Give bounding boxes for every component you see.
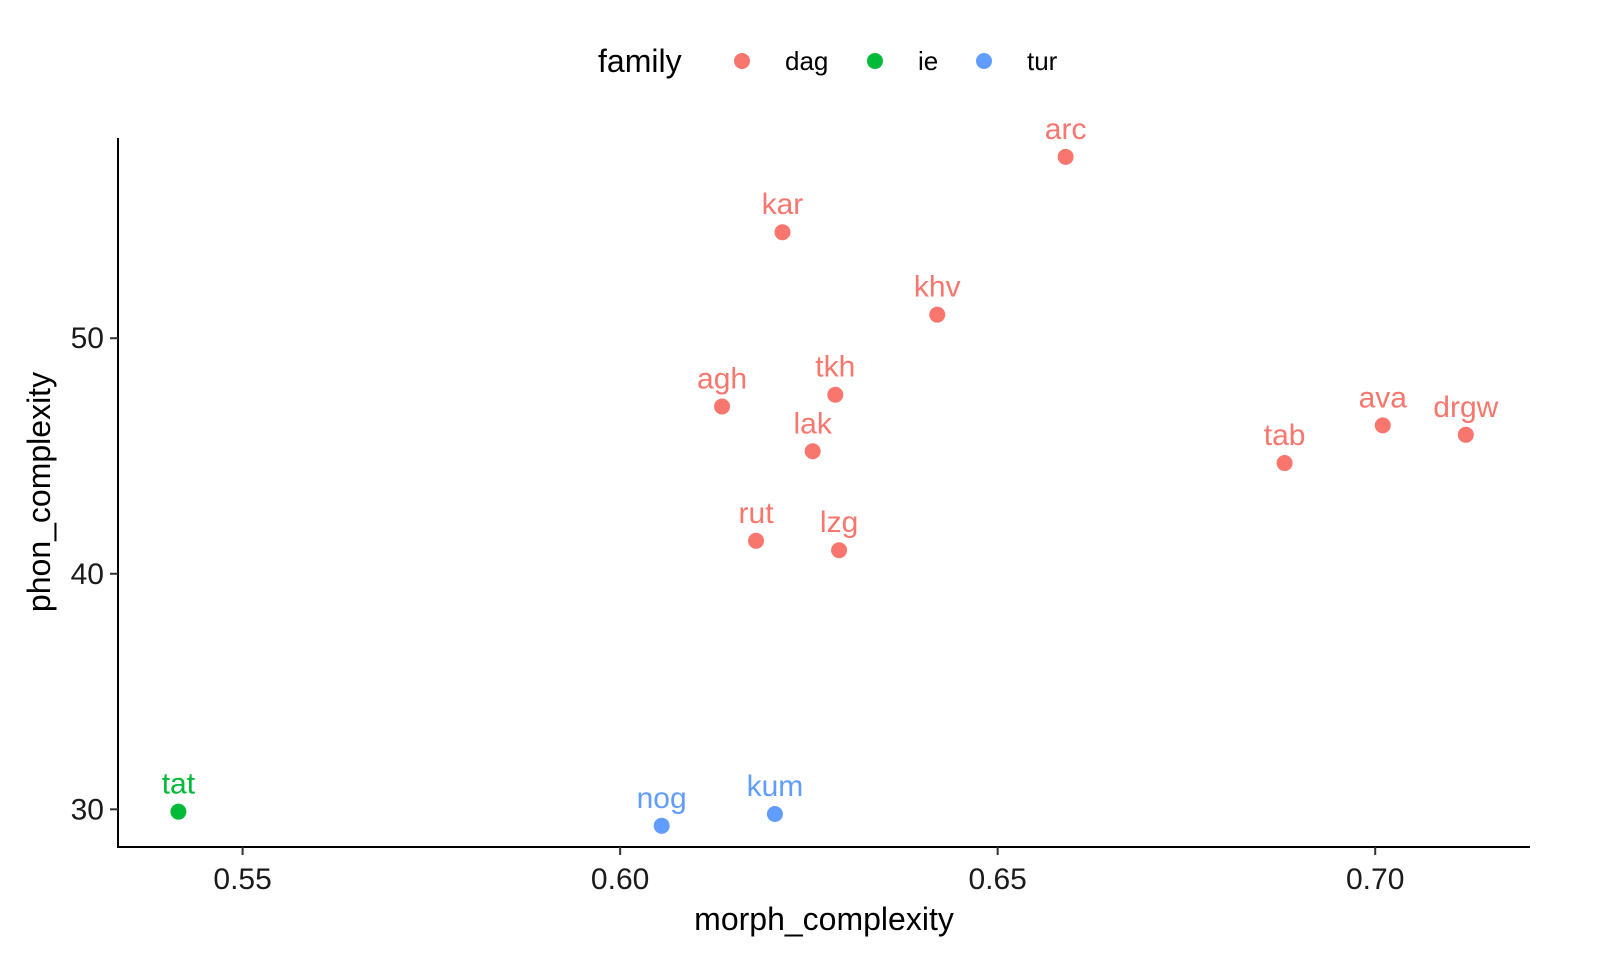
y-axis-title: phon_complexity bbox=[21, 372, 57, 612]
point-label-ava: ava bbox=[1359, 381, 1408, 414]
legend-entries: dag ie tur bbox=[734, 46, 1058, 76]
y-tick-label: 40 bbox=[71, 558, 104, 591]
data-point-lak bbox=[804, 443, 821, 460]
legend-label-tur: tur bbox=[1027, 46, 1058, 76]
data-point-tat bbox=[170, 803, 187, 820]
data-points bbox=[170, 148, 1474, 834]
x-ticks: 0.55 0.60 0.65 0.70 bbox=[213, 847, 1404, 896]
point-label-arc: arc bbox=[1045, 113, 1087, 146]
legend-key-ie bbox=[867, 53, 883, 69]
data-point-arc bbox=[1057, 148, 1074, 165]
data-point-tkh bbox=[827, 386, 844, 403]
legend-key-dag bbox=[734, 53, 750, 69]
point-label-tat: tat bbox=[162, 768, 196, 801]
legend-title: family bbox=[598, 43, 682, 79]
legend: family dag ie tur bbox=[598, 43, 1058, 79]
data-point-kar bbox=[774, 224, 791, 241]
legend-label-dag: dag bbox=[785, 46, 828, 76]
data-point-tab bbox=[1276, 455, 1293, 472]
data-point-lzg bbox=[831, 542, 848, 559]
point-label-rut: rut bbox=[739, 497, 775, 530]
point-label-tab: tab bbox=[1264, 419, 1306, 452]
point-label-drgw: drgw bbox=[1433, 391, 1498, 424]
x-tick-label: 0.60 bbox=[591, 863, 649, 896]
point-label-kar: kar bbox=[762, 188, 804, 221]
data-point-drgw bbox=[1457, 426, 1474, 443]
legend-key-tur bbox=[976, 53, 992, 69]
data-point-nog bbox=[653, 817, 670, 834]
y-tick-label: 50 bbox=[71, 322, 104, 355]
point-label-nog: nog bbox=[637, 782, 687, 815]
data-point-ava bbox=[1374, 417, 1391, 434]
data-point-kum bbox=[766, 806, 783, 823]
legend-label-ie: ie bbox=[918, 46, 938, 76]
point-label-lzg: lzg bbox=[820, 506, 858, 539]
data-point-agh bbox=[714, 398, 731, 415]
y-ticks: 30 40 50 bbox=[71, 322, 118, 826]
point-label-khv: khv bbox=[914, 271, 961, 304]
point-label-lak: lak bbox=[793, 407, 832, 440]
x-tick-label: 0.65 bbox=[968, 863, 1026, 896]
point-label-kum: kum bbox=[747, 770, 804, 803]
data-point-rut bbox=[748, 532, 765, 549]
data-point-khv bbox=[929, 306, 946, 323]
x-axis-title: morph_complexity bbox=[694, 901, 954, 937]
y-tick-label: 30 bbox=[71, 793, 104, 826]
point-labels: arc kar khv tkh agh lak rut lzg tab ava drgw tat nog… bbox=[162, 113, 1499, 815]
point-label-tkh: tkh bbox=[815, 351, 855, 384]
x-tick-label: 0.70 bbox=[1346, 863, 1404, 896]
x-tick-label: 0.55 bbox=[213, 863, 271, 896]
point-label-agh: agh bbox=[697, 363, 747, 396]
